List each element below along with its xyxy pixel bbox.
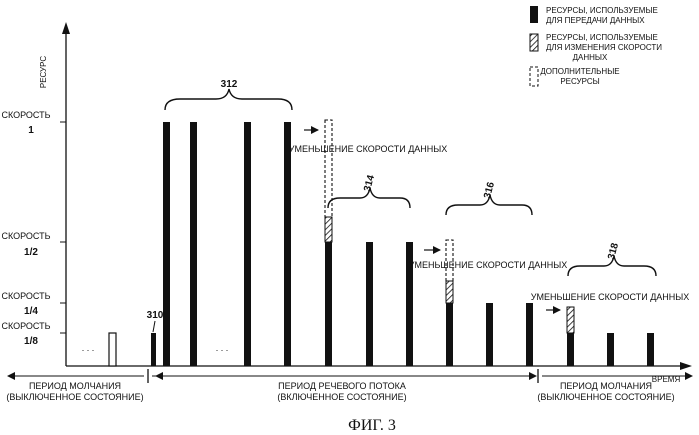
- frame-rate-1-2: [366, 242, 373, 366]
- rate-reduction-label-1: УМЕНЬШЕНИЕ СКОРОСТИ ДАННЫХ: [289, 144, 448, 154]
- level-2-value: 1/2: [24, 247, 38, 258]
- frame-rate-1-8: [567, 333, 574, 366]
- y-axis-label: РЕСУРС: [39, 56, 48, 89]
- label-312: 312: [221, 79, 238, 90]
- brace-312: [165, 89, 292, 110]
- legend-hatched-line-3: ДАННЫХ: [573, 53, 608, 62]
- level-3-value: 1/4: [24, 306, 38, 317]
- level-4-value: 1/8: [24, 336, 38, 347]
- legend-swatch-dashed: [530, 67, 538, 86]
- frame-rate-1: [244, 122, 251, 366]
- legend-dashed-line-1: ДОПОЛНИТЕЛЬНЫЕ: [540, 67, 619, 76]
- legend-solid-line-1: РЕСУРСЫ, ИСПОЛЬЗУЕМЫЕ: [546, 6, 658, 15]
- hatched-resource-1: [325, 217, 332, 242]
- rate-reduction-label-2: УМЕНЬШЕНИЕ СКОРОСТИ ДАННЫХ: [409, 260, 568, 270]
- legend-hatched-line-2: ДЛЯ ИЗМЕНЕНИЯ СКОРОСТИ: [546, 43, 662, 52]
- label-316: 316: [482, 180, 497, 199]
- silence-right-line-1: ПЕРИОД МОЛЧАНИЯ: [560, 381, 652, 391]
- level-3-word: СКОРОСТЬ: [1, 291, 50, 301]
- frame-310: [151, 333, 156, 366]
- figure-caption: ФИГ. 3: [348, 417, 396, 434]
- label-314: 314: [362, 173, 377, 192]
- frame-rate-1-4: [526, 303, 533, 366]
- ellipsis-mid: . . .: [216, 343, 229, 353]
- level-4-word: СКОРОСТЬ: [1, 321, 50, 331]
- level-2-word: СКОРОСТЬ: [1, 231, 50, 241]
- y-axis-arrow: [62, 22, 70, 34]
- silence-left-line-1: ПЕРИОД МОЛЧАНИЯ: [29, 381, 121, 391]
- silence-left-line-2: (ВЫКЛЮЧЕННОЕ СОСТОЯНИЕ): [6, 392, 143, 402]
- frame-rate-1: [284, 122, 291, 366]
- speech-line-2: (ВКЛЮЧЕННОЕ СОСТОЯНИЕ): [277, 392, 406, 402]
- label-310-leader: [153, 321, 155, 332]
- frame-rate-1: [190, 122, 197, 366]
- silence-dummy-frame: [109, 333, 116, 366]
- legend-solid-line-2: ДЛЯ ПЕРЕДАЧИ ДАННЫХ: [546, 16, 645, 25]
- x-axis-arrow: [680, 362, 692, 370]
- legend-swatch-solid: [530, 6, 538, 23]
- label-318: 318: [606, 241, 621, 260]
- ellipsis-left: . . .: [82, 343, 95, 353]
- hatched-resource-3: [567, 307, 574, 333]
- level-1-word: СКОРОСТЬ: [1, 110, 50, 120]
- hatched-resource-2: [446, 281, 453, 303]
- frame-rate-1-4: [446, 303, 453, 366]
- legend-dashed-line-2: РЕСУРСЫ: [560, 77, 599, 86]
- speech-line-1: ПЕРИОД РЕЧЕВОГО ПОТОКА: [278, 381, 406, 391]
- legend-swatch-hatched: [530, 34, 538, 51]
- label-310: 310: [147, 310, 164, 321]
- frame-rate-1-8: [607, 333, 614, 366]
- frame-rate-1-8: [647, 333, 654, 366]
- legend-hatched-line-1: РЕСУРСЫ, ИСПОЛЬЗУЕМЫЕ: [546, 33, 658, 42]
- frame-rate-1-4: [486, 303, 493, 366]
- frame-rate-1-2: [325, 242, 332, 366]
- rate-reduction-label-3: УМЕНЬШЕНИЕ СКОРОСТИ ДАННЫХ: [531, 292, 690, 302]
- silence-right-line-2: (ВЫКЛЮЧЕННОЕ СОСТОЯНИЕ): [537, 392, 674, 402]
- level-1-value: 1: [28, 125, 34, 136]
- frame-rate-1: [163, 122, 170, 366]
